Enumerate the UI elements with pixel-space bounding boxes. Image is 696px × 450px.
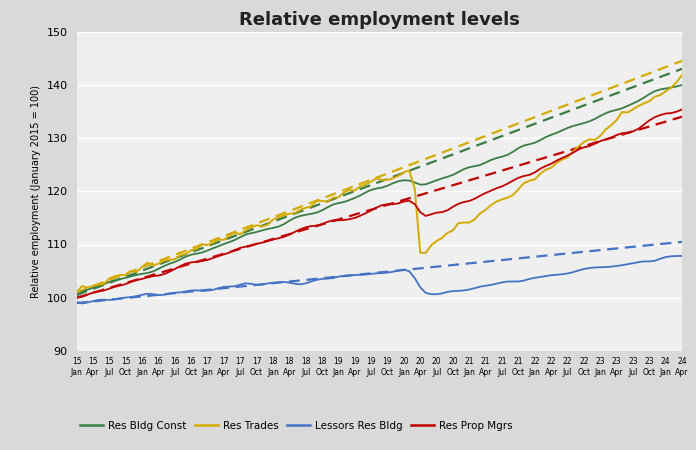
Y-axis label: Relative employment (January 2015 = 100): Relative employment (January 2015 = 100) <box>31 85 41 298</box>
Title: Relative employment levels: Relative employment levels <box>239 10 520 28</box>
Legend: Res Bldg Const, Res Trades, Lessors Res Bldg, Res Prop Mgrs: Res Bldg Const, Res Trades, Lessors Res … <box>76 417 517 435</box>
